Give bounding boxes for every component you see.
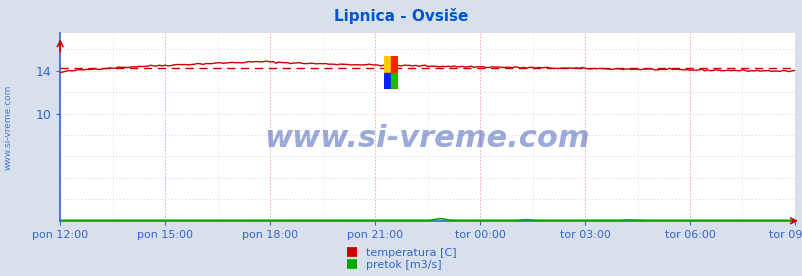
Text: Lipnica - Ovsiše: Lipnica - Ovsiše	[334, 8, 468, 24]
Bar	[383, 73, 391, 89]
Bar	[391, 56, 398, 73]
Text: www.si-vreme.com: www.si-vreme.com	[265, 124, 589, 153]
Text: www.si-vreme.com: www.si-vreme.com	[3, 84, 13, 170]
Legend: temperatura [C], pretok [m3/s]: temperatura [C], pretok [m3/s]	[346, 248, 456, 270]
Bar	[391, 73, 398, 89]
Bar	[383, 56, 391, 73]
